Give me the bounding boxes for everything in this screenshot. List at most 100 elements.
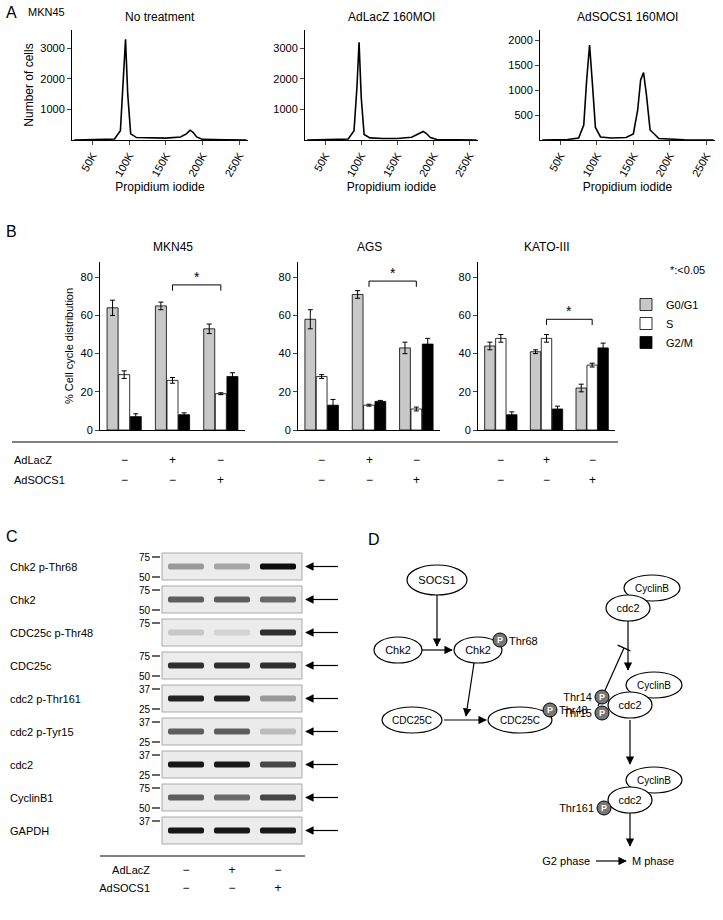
svg-text:25: 25 bbox=[139, 770, 151, 781]
svg-text:GAPDH: GAPDH bbox=[10, 825, 49, 837]
svg-text:+: + bbox=[366, 453, 373, 467]
svg-text:3000: 3000 bbox=[273, 42, 297, 54]
svg-text:AdLacZ: AdLacZ bbox=[14, 454, 52, 466]
svg-text:80: 80 bbox=[81, 271, 93, 283]
svg-text:200K: 200K bbox=[417, 150, 441, 179]
svg-text:−: − bbox=[318, 453, 325, 467]
svg-text:cdc2: cdc2 bbox=[618, 699, 641, 711]
svg-text:*: * bbox=[390, 265, 396, 281]
svg-text:−: − bbox=[497, 453, 504, 467]
svg-text:−: − bbox=[169, 473, 176, 487]
svg-text:80: 80 bbox=[279, 271, 291, 283]
svg-text:CyclinB1: CyclinB1 bbox=[10, 792, 53, 804]
svg-text:MKN45: MKN45 bbox=[153, 240, 193, 254]
svg-text:−: − bbox=[589, 453, 596, 467]
svg-text:AdLacZ 160MOI: AdLacZ 160MOI bbox=[348, 10, 435, 24]
svg-text:Chk2: Chk2 bbox=[385, 644, 411, 656]
svg-text:cdc2 p-Thr161: cdc2 p-Thr161 bbox=[10, 693, 81, 705]
svg-text:B: B bbox=[6, 223, 17, 240]
svg-text:MKN45: MKN45 bbox=[28, 6, 65, 18]
svg-text:75: 75 bbox=[139, 783, 151, 794]
svg-text:80: 80 bbox=[459, 271, 471, 283]
svg-text:37: 37 bbox=[139, 816, 151, 827]
svg-text:P: P bbox=[601, 803, 607, 813]
svg-text:200K: 200K bbox=[653, 150, 677, 179]
svg-text:150K: 150K bbox=[149, 150, 173, 179]
svg-text:Propidium iodide: Propidium iodide bbox=[583, 180, 673, 194]
svg-text:KATO-III: KATO-III bbox=[524, 240, 570, 254]
svg-text:*: * bbox=[566, 303, 572, 319]
svg-text:50: 50 bbox=[139, 803, 151, 814]
svg-text:−: − bbox=[182, 881, 189, 895]
svg-text:+: + bbox=[589, 473, 596, 487]
svg-text:1000: 1000 bbox=[273, 103, 297, 115]
svg-text:100K: 100K bbox=[580, 150, 604, 179]
svg-text:CDC25C: CDC25C bbox=[500, 715, 540, 726]
svg-text:cdc2: cdc2 bbox=[618, 794, 641, 806]
svg-text:AdSOCS1: AdSOCS1 bbox=[14, 474, 65, 486]
svg-text:50: 50 bbox=[139, 605, 151, 616]
svg-text:−: − bbox=[366, 473, 373, 487]
svg-text:50: 50 bbox=[139, 671, 151, 682]
svg-text:cdc2 p-Tyr15: cdc2 p-Tyr15 bbox=[10, 726, 74, 738]
svg-text:50K: 50K bbox=[311, 150, 332, 174]
svg-text:1000: 1000 bbox=[508, 84, 532, 96]
svg-text:G2/M: G2/M bbox=[666, 337, 693, 349]
svg-text:+: + bbox=[228, 863, 235, 877]
svg-text:AdLacZ: AdLacZ bbox=[112, 864, 150, 876]
svg-text:Chk2: Chk2 bbox=[10, 594, 36, 606]
svg-text:AGS: AGS bbox=[357, 240, 382, 254]
svg-text:+: + bbox=[274, 881, 281, 895]
svg-text:−: − bbox=[121, 473, 128, 487]
svg-text:60: 60 bbox=[279, 309, 291, 321]
svg-text:20: 20 bbox=[81, 386, 93, 398]
svg-text:A: A bbox=[6, 4, 17, 21]
svg-text:2000: 2000 bbox=[508, 34, 532, 46]
svg-text:*:<0.05: *:<0.05 bbox=[670, 264, 705, 276]
svg-text:G2 phase: G2 phase bbox=[542, 855, 590, 867]
svg-text:AdSOCS1: AdSOCS1 bbox=[99, 882, 150, 894]
svg-text:+: + bbox=[543, 453, 550, 467]
svg-text:250K: 250K bbox=[453, 150, 477, 179]
svg-text:2000: 2000 bbox=[273, 73, 297, 85]
svg-text:C: C bbox=[6, 528, 18, 545]
svg-text:−: − bbox=[497, 473, 504, 487]
svg-text:Thr161: Thr161 bbox=[559, 802, 594, 814]
svg-text:cdc2: cdc2 bbox=[10, 759, 33, 771]
svg-text:Number of cells: Number of cells bbox=[22, 43, 36, 126]
svg-text:cdc2: cdc2 bbox=[616, 602, 639, 614]
svg-text:100K: 100K bbox=[344, 150, 368, 179]
svg-text:−: − bbox=[543, 473, 550, 487]
svg-text:P: P bbox=[547, 705, 553, 715]
svg-text:60: 60 bbox=[81, 309, 93, 321]
svg-text:CyclinB: CyclinB bbox=[637, 680, 671, 691]
svg-text:−: − bbox=[121, 453, 128, 467]
svg-text:P: P bbox=[599, 692, 605, 702]
svg-text:75: 75 bbox=[139, 651, 151, 662]
svg-text:1000: 1000 bbox=[40, 103, 64, 115]
svg-text:2000: 2000 bbox=[40, 73, 64, 85]
svg-text:G0/G1: G0/G1 bbox=[666, 299, 698, 311]
svg-text:M phase: M phase bbox=[632, 855, 674, 867]
svg-text:−: − bbox=[217, 453, 224, 467]
svg-text:+: + bbox=[413, 473, 420, 487]
svg-text:CyclinB: CyclinB bbox=[635, 583, 669, 594]
svg-text:25: 25 bbox=[139, 737, 151, 748]
svg-text:75: 75 bbox=[139, 552, 151, 563]
svg-text:S: S bbox=[666, 318, 673, 330]
svg-text:Thr14: Thr14 bbox=[563, 691, 592, 703]
svg-text:AdSOCS1 160MOI: AdSOCS1 160MOI bbox=[577, 10, 678, 24]
svg-text:100K: 100K bbox=[112, 150, 136, 179]
svg-text:No treatment: No treatment bbox=[125, 10, 195, 24]
svg-text:3000: 3000 bbox=[40, 42, 64, 54]
svg-text:1500: 1500 bbox=[508, 59, 532, 71]
svg-text:150K: 150K bbox=[381, 150, 405, 179]
svg-text:−: − bbox=[228, 881, 235, 895]
svg-text:Propidium iodide: Propidium iodide bbox=[115, 180, 205, 194]
svg-text:CyclinB: CyclinB bbox=[637, 775, 671, 786]
svg-text:50: 50 bbox=[139, 572, 151, 583]
svg-text:0: 0 bbox=[87, 424, 93, 436]
svg-text:75: 75 bbox=[139, 618, 151, 629]
svg-text:40: 40 bbox=[459, 347, 471, 359]
svg-text:20: 20 bbox=[279, 386, 291, 398]
